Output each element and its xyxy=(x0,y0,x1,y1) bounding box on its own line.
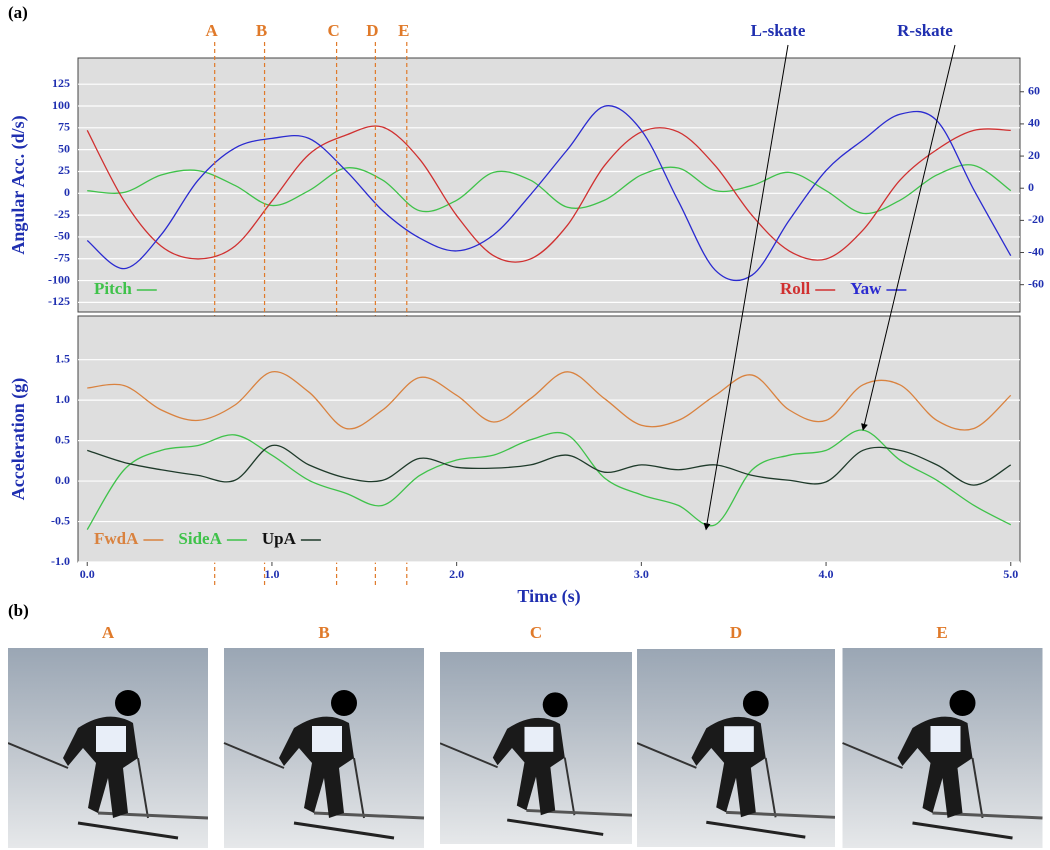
annotation: L-skate xyxy=(751,21,806,40)
legend-label: Roll xyxy=(780,279,811,298)
panel-label: (a) xyxy=(8,3,28,22)
y-tick-label: 125 xyxy=(52,76,70,90)
photo xyxy=(840,648,1045,848)
photo-label: B xyxy=(318,623,329,642)
photo xyxy=(222,648,426,848)
event-label: D xyxy=(366,21,378,40)
legend-label: Yaw xyxy=(850,279,882,298)
series-line xyxy=(87,164,1012,215)
series-line xyxy=(86,429,1012,530)
y-tick-label: 1.5 xyxy=(55,351,70,365)
legend-label: Pitch xyxy=(94,279,132,298)
y-tick-label: 0.0 xyxy=(55,473,70,487)
y-tick-label: -100 xyxy=(48,272,70,286)
y-tick-label: -0.5 xyxy=(51,513,70,527)
photo xyxy=(440,650,632,846)
x-tick-label: 3.0 xyxy=(634,567,649,581)
annotation: R-skate xyxy=(897,21,953,40)
annotation-arrow xyxy=(703,44,789,531)
y-tick-label: -1.0 xyxy=(51,554,70,568)
x-tick-label: 5.0 xyxy=(1003,567,1018,581)
y-axis-label: Angular Acc. (d/s) xyxy=(8,115,29,254)
y-tick-label: 25 xyxy=(58,163,70,177)
photo-label: C xyxy=(530,623,542,642)
y-tick-label: 0.5 xyxy=(55,432,70,446)
plot-area xyxy=(77,57,1021,313)
y2-tick-label: -40 xyxy=(1028,244,1044,258)
event-label: B xyxy=(256,21,267,40)
x-tick-label: 0.0 xyxy=(80,567,95,581)
series-line xyxy=(86,125,1011,263)
y2-tick-label: 60 xyxy=(1028,84,1040,98)
photo xyxy=(637,648,835,848)
event-label: E xyxy=(398,21,409,40)
y2-tick-label: 20 xyxy=(1028,148,1040,162)
y-tick-label: 100 xyxy=(52,98,70,112)
y-tick-label: -25 xyxy=(54,207,70,221)
y2-tick-label: 0 xyxy=(1028,180,1034,194)
x-tick-label: 1.0 xyxy=(264,567,279,581)
event-label: C xyxy=(327,21,339,40)
legend-label: SideA xyxy=(178,529,222,548)
panel-label: (b) xyxy=(8,601,29,620)
series-line xyxy=(87,371,1012,431)
legend-label: UpA xyxy=(262,529,297,548)
y2-tick-label: 40 xyxy=(1028,116,1040,130)
x-tick-label: 4.0 xyxy=(819,567,834,581)
y2-tick-label: -60 xyxy=(1028,276,1044,290)
y-tick-label: 1.0 xyxy=(55,392,70,406)
event-label: A xyxy=(206,21,219,40)
legend-label: FwdA xyxy=(94,529,139,548)
x-tick-label: 2.0 xyxy=(449,567,464,581)
x-axis-label: Time (s) xyxy=(517,586,580,607)
y-tick-label: 75 xyxy=(58,120,70,134)
photo-label: E xyxy=(936,623,947,642)
y-tick-label: 0 xyxy=(64,185,70,199)
y-tick-label: 50 xyxy=(58,141,70,155)
y-tick-label: -50 xyxy=(54,229,70,243)
photo-label: A xyxy=(102,623,115,642)
y-tick-label: -125 xyxy=(48,294,70,308)
photo xyxy=(8,648,208,848)
y-axis-label: Acceleration (g) xyxy=(8,378,29,500)
series-line xyxy=(86,105,1012,282)
photo-label: D xyxy=(730,623,742,642)
y2-tick-label: -20 xyxy=(1028,212,1044,226)
annotation-arrow xyxy=(861,44,956,431)
y-tick-label: -75 xyxy=(54,251,70,265)
series-line xyxy=(87,444,1012,486)
